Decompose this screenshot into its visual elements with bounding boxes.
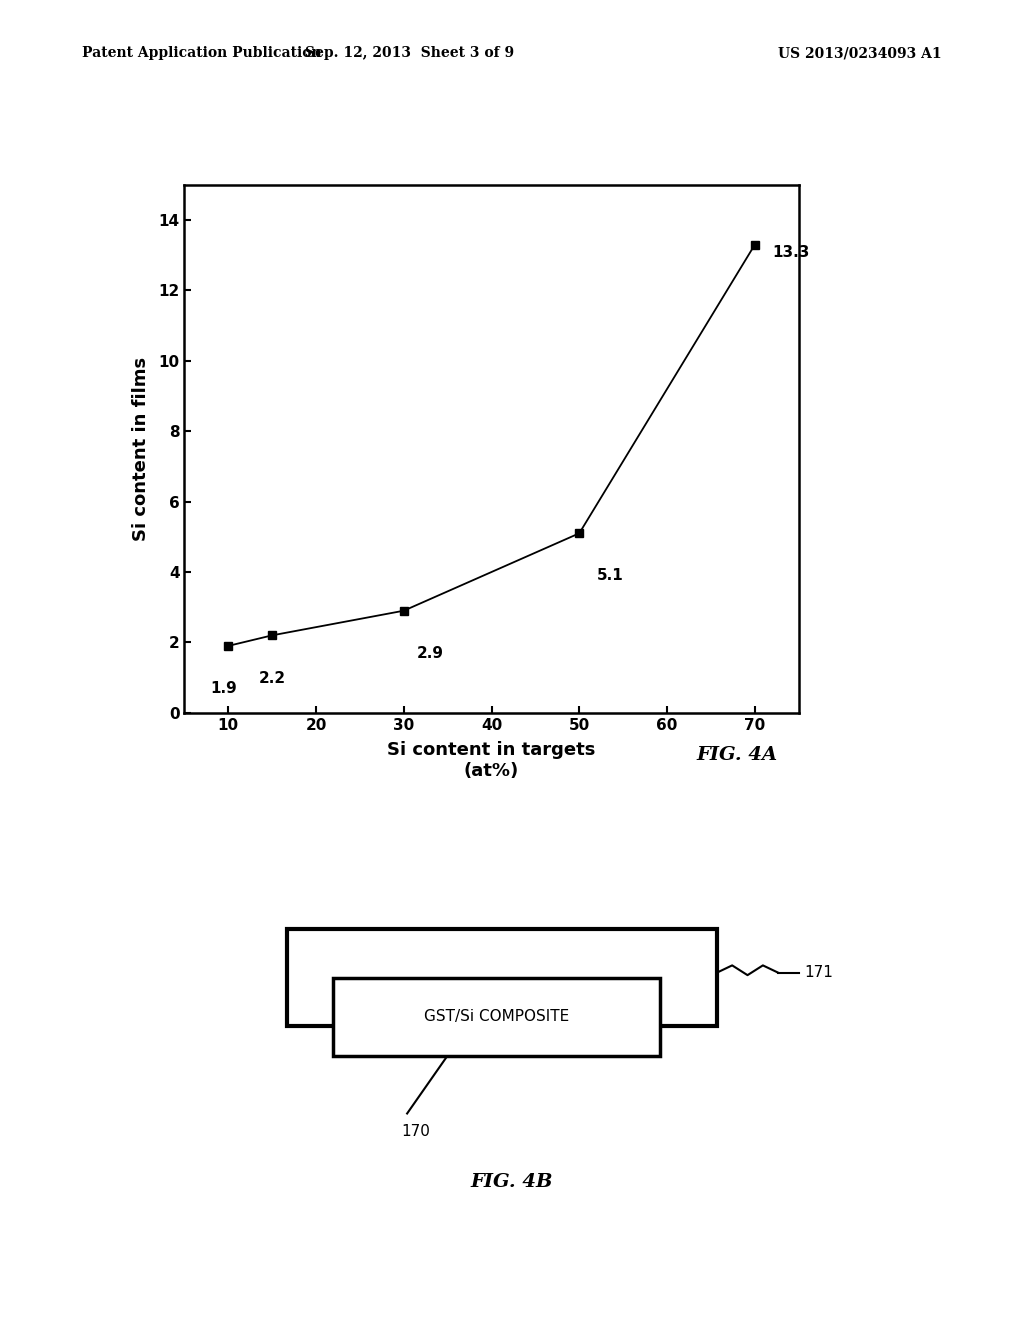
- Text: 2.9: 2.9: [417, 645, 444, 661]
- Text: FIG. 4A: FIG. 4A: [696, 746, 778, 764]
- Text: 5.1: 5.1: [597, 569, 624, 583]
- Text: GST/Si COMPOSITE: GST/Si COMPOSITE: [424, 1010, 569, 1024]
- Text: US 2013/0234093 A1: US 2013/0234093 A1: [778, 46, 942, 61]
- Y-axis label: Si content in films: Si content in films: [132, 356, 150, 541]
- Text: 1.9: 1.9: [211, 681, 238, 696]
- Bar: [333, 978, 660, 1056]
- Text: 2.2: 2.2: [258, 671, 286, 685]
- Text: Sep. 12, 2013  Sheet 3 of 9: Sep. 12, 2013 Sheet 3 of 9: [305, 46, 514, 61]
- Text: 171: 171: [804, 965, 833, 981]
- Bar: [287, 929, 717, 1027]
- X-axis label: Si content in targets
(at%): Si content in targets (at%): [387, 741, 596, 780]
- Text: Patent Application Publication: Patent Application Publication: [82, 46, 322, 61]
- Text: 13.3: 13.3: [772, 244, 810, 260]
- Text: FIG. 4B: FIG. 4B: [471, 1173, 553, 1191]
- Text: 170: 170: [401, 1125, 430, 1139]
